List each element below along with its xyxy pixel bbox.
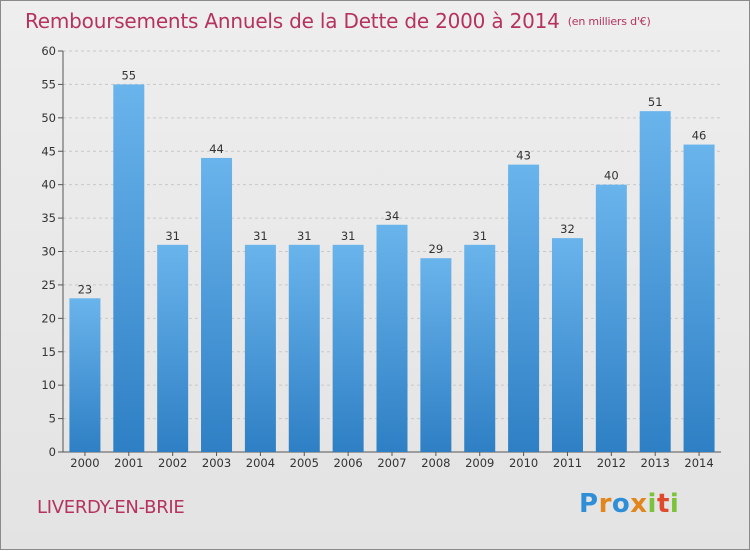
logo-letter: i — [669, 489, 680, 519]
bar-2012 — [595, 184, 627, 452]
x-tick-label-2002: 2002 — [158, 456, 187, 470]
data-label-2002: 31 — [165, 229, 180, 243]
x-tick-label-2014: 2014 — [684, 456, 713, 470]
bar-2011 — [551, 238, 583, 452]
bar-2010 — [508, 164, 540, 452]
bar-2008 — [420, 258, 452, 452]
y-tick-label: 55 — [41, 77, 56, 91]
x-tick-label-2010: 2010 — [509, 456, 538, 470]
bar-2007 — [376, 224, 408, 452]
y-tick-label: 45 — [41, 144, 56, 158]
data-label-2004: 31 — [253, 229, 268, 243]
data-label-2011: 32 — [560, 222, 575, 236]
logo-letter: P — [579, 489, 599, 519]
bar-2004 — [244, 244, 276, 452]
y-tick-label: 10 — [41, 378, 56, 392]
data-label-2006: 31 — [341, 229, 356, 243]
commune-name: LIVERDY-EN-BRIE — [37, 497, 185, 518]
chart-title-text: Remboursements Annuels de la Dette de 20… — [25, 9, 560, 33]
x-tick-label-2011: 2011 — [553, 456, 582, 470]
x-tick-label-2012: 2012 — [597, 456, 626, 470]
proxiti-logo: Proxiti — [579, 489, 679, 519]
y-tick-label: 50 — [41, 111, 56, 125]
y-tick-label: 0 — [49, 445, 56, 459]
logo-letter: t — [656, 489, 670, 519]
data-label-2013: 51 — [648, 95, 663, 109]
labels: 0 5 10 15 20 25 30 35 40 45 50 55 60 2000 23 2001 55 2002… — [41, 44, 713, 470]
data-label-2005: 31 — [297, 229, 312, 243]
x-tick-label-2008: 2008 — [421, 456, 450, 470]
x-tick-label-2009: 2009 — [465, 456, 494, 470]
logo-letter: i — [647, 489, 657, 519]
bar-2014 — [683, 144, 715, 453]
y-tick-label: 20 — [41, 311, 56, 325]
data-label-2007: 34 — [385, 209, 400, 223]
y-tick-label: 35 — [41, 211, 56, 225]
x-tick-label-2007: 2007 — [377, 456, 406, 470]
data-label-2009: 31 — [472, 229, 487, 243]
y-tick-label: 15 — [41, 345, 56, 359]
bar-2005 — [288, 244, 320, 452]
bar-2006 — [332, 244, 364, 452]
data-label-2001: 55 — [121, 68, 136, 82]
x-tick-label-2004: 2004 — [246, 456, 275, 470]
x-tick-label-2013: 2013 — [641, 456, 670, 470]
data-label-2014: 46 — [692, 129, 707, 143]
y-tick-label: 25 — [41, 278, 56, 292]
logo-letter: r — [598, 489, 612, 519]
bars — [69, 84, 715, 453]
y-tick-label: 5 — [49, 412, 56, 426]
chart-unit: (en milliers d'€) — [567, 15, 651, 28]
data-label-2000: 23 — [78, 282, 93, 296]
chart-title: Remboursements Annuels de la Dette de 20… — [25, 9, 651, 33]
y-tick-label: 40 — [41, 178, 56, 192]
x-tick-label-2006: 2006 — [333, 456, 362, 470]
bar-2003 — [201, 157, 233, 452]
data-label-2012: 40 — [604, 169, 619, 183]
bar-2002 — [157, 244, 189, 452]
data-label-2010: 43 — [516, 149, 531, 163]
bar-2000 — [69, 298, 101, 452]
logo-letter: x — [630, 489, 648, 519]
bar-2001 — [113, 84, 145, 453]
bar-2009 — [464, 244, 496, 452]
y-tick-label: 60 — [41, 44, 56, 58]
data-label-2003: 44 — [209, 142, 224, 156]
data-label-2008: 29 — [429, 242, 444, 256]
x-tick-label-2005: 2005 — [290, 456, 319, 470]
x-tick-label-2003: 2003 — [202, 456, 231, 470]
bar-2013 — [639, 111, 671, 453]
logo-letter: o — [611, 489, 631, 519]
x-tick-label-2000: 2000 — [70, 456, 99, 470]
x-tick-label-2001: 2001 — [114, 456, 143, 470]
y-tick-label: 30 — [41, 245, 56, 259]
